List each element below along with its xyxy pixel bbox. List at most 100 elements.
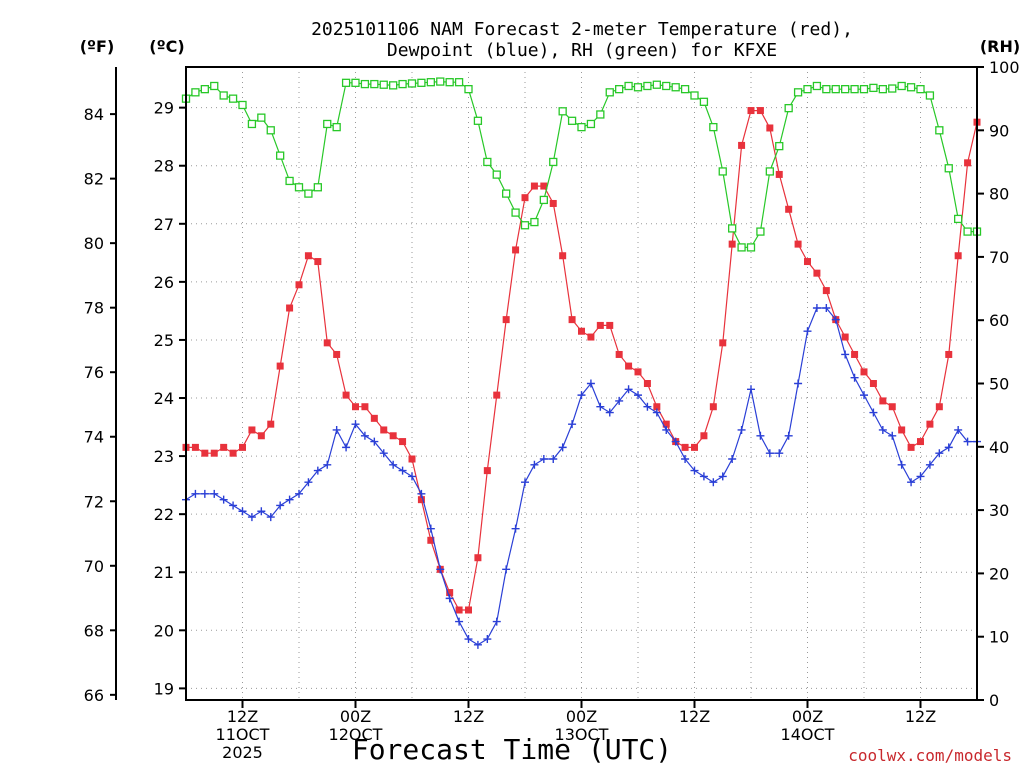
celsius-unit-label: (ºC) xyxy=(149,37,184,56)
temperature-point xyxy=(399,438,407,446)
axes: 66 68 70 72 74 76 78 80 82 84 19 20 21 22 23 24 25 26 27 28… xyxy=(84,58,1020,762)
temperature-point xyxy=(455,606,463,614)
celsius-tick-label: 22 xyxy=(154,505,174,524)
dewpoint-point xyxy=(784,431,793,440)
temperature-point xyxy=(643,380,651,387)
temperature-point xyxy=(653,403,661,411)
temperature-line xyxy=(186,109,978,611)
temperature-point xyxy=(380,426,388,434)
celsius-tick-label: 25 xyxy=(154,331,174,350)
dewpoint-point xyxy=(238,507,247,516)
temperature-point xyxy=(719,339,727,347)
temperature-point xyxy=(267,420,275,428)
rh-point xyxy=(643,81,652,91)
temperature-point xyxy=(662,420,670,428)
series-layer xyxy=(181,77,982,649)
temperature-point xyxy=(587,333,595,341)
temperature-point xyxy=(530,182,538,190)
temperature-point xyxy=(634,368,642,376)
dewpoint-point xyxy=(860,391,868,400)
rh-point xyxy=(728,224,737,233)
rh-point xyxy=(558,107,567,116)
rh-point xyxy=(370,79,379,89)
dewpoint-point xyxy=(869,408,878,417)
temperature-point xyxy=(822,287,830,295)
temperature-point xyxy=(954,252,962,260)
rh-point xyxy=(624,81,633,91)
rh-point xyxy=(530,217,539,227)
dewpoint-point xyxy=(436,565,445,574)
dewpoint-point xyxy=(888,431,897,440)
rh-point xyxy=(304,189,313,198)
rh-tick-label: 80 xyxy=(989,185,1009,204)
dewpoint-point xyxy=(266,513,275,522)
temperature-point xyxy=(361,403,369,411)
dewpoint-point xyxy=(699,472,708,481)
fahrenheit-tick-label: 80 xyxy=(84,234,104,253)
rh-point xyxy=(718,167,727,176)
temperature-point xyxy=(907,443,915,451)
rh-point xyxy=(878,85,887,94)
dewpoint-point xyxy=(408,472,416,481)
dewpoint-point xyxy=(295,489,303,498)
dewpoint-point xyxy=(634,391,642,400)
dewpoint-point xyxy=(690,466,699,475)
rh-unit-label: (RH) xyxy=(980,37,1020,56)
x-tick-label: 11OCT xyxy=(216,725,270,744)
dewpoint-point xyxy=(568,420,577,429)
dewpoint-point xyxy=(229,501,238,510)
dewpoint-point xyxy=(605,408,614,417)
dewpoint-point xyxy=(313,466,322,475)
temperature-point xyxy=(917,438,924,446)
x-axis-title: Forecast Time (UTC) xyxy=(352,733,672,766)
rh-point xyxy=(605,88,614,97)
rh-point xyxy=(389,81,398,90)
temperature-point xyxy=(342,391,350,399)
rh-point xyxy=(228,94,238,103)
rh-point xyxy=(944,164,953,173)
dewpoint-point xyxy=(709,478,718,487)
celsius-tick-label: 21 xyxy=(154,563,174,582)
chart-title-line1: 2025101106 NAM Forecast 2-meter Temperat… xyxy=(311,19,853,40)
temperature-point xyxy=(427,536,435,544)
dewpoint-point xyxy=(342,443,351,452)
rh-point xyxy=(746,243,756,252)
temperature-point xyxy=(370,414,378,422)
temperature-point xyxy=(681,443,689,451)
rh-point xyxy=(492,170,501,179)
credit-text: coolwx.com/models xyxy=(848,746,1012,765)
dewpoint-point xyxy=(323,460,332,469)
rh-point xyxy=(831,85,840,94)
temperature-point xyxy=(314,258,322,266)
rh-point xyxy=(247,119,257,129)
temperature-point xyxy=(512,246,520,254)
rh-point xyxy=(266,126,275,135)
rh-point xyxy=(822,85,831,94)
series-dewpoint xyxy=(182,304,981,649)
temperature-point xyxy=(935,403,943,411)
dewpoint-point xyxy=(492,617,501,626)
rh-tick-label: 90 xyxy=(989,121,1009,140)
rh-point xyxy=(586,119,596,129)
dewpoint-point xyxy=(360,431,369,440)
dewpoint-point xyxy=(426,524,435,533)
temperature-point xyxy=(926,420,934,428)
dewpoint-point xyxy=(652,408,661,417)
dewpoint-point xyxy=(473,640,482,649)
temperature-point xyxy=(568,316,576,324)
temperature-point xyxy=(389,432,397,440)
dewpoint-point xyxy=(502,565,511,574)
dewpoint-point xyxy=(822,304,831,313)
temperature-point xyxy=(493,391,501,399)
temperature-point xyxy=(220,443,228,451)
temperature-point xyxy=(700,432,708,440)
temperature-point xyxy=(549,199,557,207)
temperature-point xyxy=(596,321,604,329)
x-tick-label: 12Z xyxy=(905,707,936,726)
temperature-point xyxy=(964,159,972,167)
rh-point xyxy=(502,189,511,198)
dewpoint-point xyxy=(747,385,755,394)
rh-point xyxy=(351,78,360,87)
dewpoint-point xyxy=(878,425,887,434)
fahrenheit-tick-label: 76 xyxy=(84,363,104,382)
